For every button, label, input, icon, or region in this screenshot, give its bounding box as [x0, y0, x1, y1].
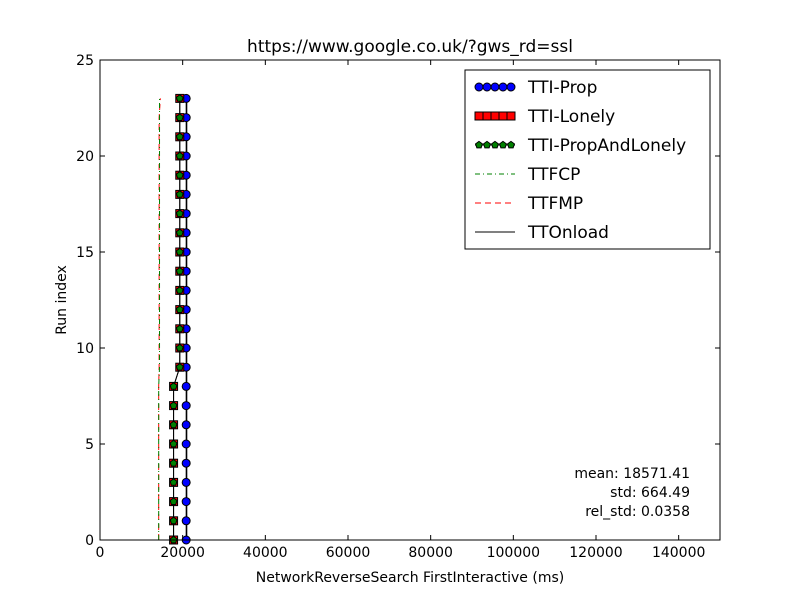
legend: TTI-Prop TTI-Lonely TTI-PropAndLonely TTFCP…	[464, 69, 711, 250]
x-tick-label: 20000	[160, 545, 205, 561]
legend-label-ttonload: TTOnload	[527, 223, 609, 243]
x-tick-label: 120000	[569, 545, 622, 561]
x-tick-label: 80000	[408, 545, 453, 561]
legend-item-ttfcp: TTFCP	[475, 165, 580, 185]
data-point-tti-prop	[181, 516, 191, 526]
data-point-tti-prop	[181, 497, 191, 507]
x-tick-label: 40000	[243, 545, 288, 561]
legend-box	[464, 69, 711, 250]
y-tick-label: 5	[85, 437, 94, 453]
legend-marker-tti-prop	[498, 82, 508, 92]
y-tick-label: 15	[76, 245, 94, 261]
data-point-tti-propandlonely	[175, 266, 184, 275]
data-point-tti-propandlonely	[175, 286, 184, 294]
data-point-tti-propandlonely	[175, 170, 184, 179]
legend-item-ttfmp: TTFMP	[475, 194, 583, 214]
legend-marker-tti-propandlonely	[498, 140, 508, 149]
data-point-tti-propandlonely	[175, 362, 184, 371]
legend-marker-tti-lonely	[474, 111, 484, 121]
data-point-tti-propandlonely	[175, 113, 184, 122]
data-point-tti-propandlonely	[175, 151, 184, 160]
data-point-tti-propandlonely	[169, 401, 178, 410]
legend-marker-tti-prop	[482, 82, 492, 92]
stat-mean: mean: 18571.41	[574, 466, 690, 482]
data-point-tti-propandlonely	[169, 458, 178, 467]
data-point-tti-propandlonely	[175, 132, 184, 141]
data-point-tti-propandlonely	[175, 247, 184, 256]
data-point-tti-propandlonely	[169, 478, 178, 486]
plot-frame	[99, 59, 721, 541]
data-point-tti-propandlonely	[169, 439, 178, 448]
data-point-tti-propandlonely	[169, 382, 178, 390]
series-layer	[158, 93, 191, 545]
legend-marker-tti-propandlonely	[482, 140, 492, 149]
legend-item-tti-prop: TTI-Prop	[474, 78, 597, 98]
legend-marker-tti-propandlonely	[474, 140, 484, 149]
data-point-tti-propandlonely	[175, 190, 184, 198]
series-line-ttfcp	[158, 98, 161, 540]
stats-annotation: mean: 18571.41 std: 664.49 rel_std: 0.03…	[574, 466, 690, 520]
x-tick-label: 0	[96, 545, 105, 561]
legend-label-ttfcp: TTFCP	[527, 165, 580, 185]
series-tti-propandlonely	[169, 94, 184, 544]
data-point-tti-propandlonely	[175, 324, 184, 333]
x-tick-label: 100000	[487, 545, 540, 561]
legend-marker-tti-lonely	[506, 111, 516, 121]
ticks-layer: 0 20000 40000 60000 80000 100000 120000 140000 0…	[76, 53, 720, 561]
data-point-tti-prop	[181, 401, 191, 411]
legend-item-tti-lonely: TTI-Lonely	[474, 107, 615, 127]
data-point-tti-propandlonely	[169, 497, 178, 506]
legend-marker-tti-lonely	[490, 111, 500, 121]
series-ttfcp	[158, 98, 161, 540]
legend-items: TTI-Prop TTI-Lonely TTI-PropAndLonely TTFCP…	[474, 78, 686, 243]
legend-marker-tti-prop	[474, 82, 484, 92]
data-point-tti-prop	[181, 381, 191, 391]
legend-marker-tti-lonely	[498, 111, 508, 121]
data-point-tti-propandlonely	[175, 343, 184, 352]
data-point-tti-propandlonely	[175, 305, 184, 314]
chart-title: https://www.google.co.uk/?gws_rd=ssl	[247, 37, 573, 57]
data-point-tti-prop	[181, 458, 191, 468]
stat-std: std: 664.49	[610, 485, 690, 501]
data-point-tti-propandlonely	[169, 420, 178, 429]
y-tick-label: 25	[76, 53, 94, 69]
data-point-tti-prop	[181, 420, 191, 430]
legend-item-ttonload: TTOnload	[475, 223, 609, 243]
legend-marker-tti-propandlonely	[490, 140, 500, 149]
data-point-tti-prop	[181, 477, 191, 487]
data-point-tti-propandlonely	[169, 516, 178, 525]
legend-label-tti-propandlonely: TTI-PropAndLonely	[527, 136, 686, 156]
data-point-tti-propandlonely	[175, 94, 184, 102]
y-tick-label: 0	[85, 533, 94, 549]
legend-marker-tti-prop	[506, 82, 516, 92]
legend-marker-tti-propandlonely	[506, 140, 516, 149]
legend-label-tti-lonely: TTI-Lonely	[527, 107, 615, 127]
legend-label-ttfmp: TTFMP	[527, 194, 583, 214]
legend-marker-tti-lonely	[482, 111, 492, 121]
y-tick-label: 20	[76, 149, 94, 165]
y-axis-label: Run index	[54, 265, 70, 335]
x-axis-label: NetworkReverseSearch FirstInteractive (m…	[256, 570, 564, 586]
data-point-tti-propandlonely	[175, 228, 184, 237]
y-tick-label: 10	[76, 341, 94, 357]
legend-label-tti-prop: TTI-Prop	[527, 78, 597, 98]
stat-rel-std: rel_std: 0.0358	[585, 504, 690, 520]
legend-item-tti-propandlonely: TTI-PropAndLonely	[474, 136, 686, 156]
x-tick-label: 140000	[652, 545, 705, 561]
data-point-tti-prop	[181, 439, 191, 449]
x-tick-label: 60000	[326, 545, 371, 561]
data-point-tti-propandlonely	[175, 209, 184, 218]
legend-marker-tti-prop	[490, 82, 500, 92]
